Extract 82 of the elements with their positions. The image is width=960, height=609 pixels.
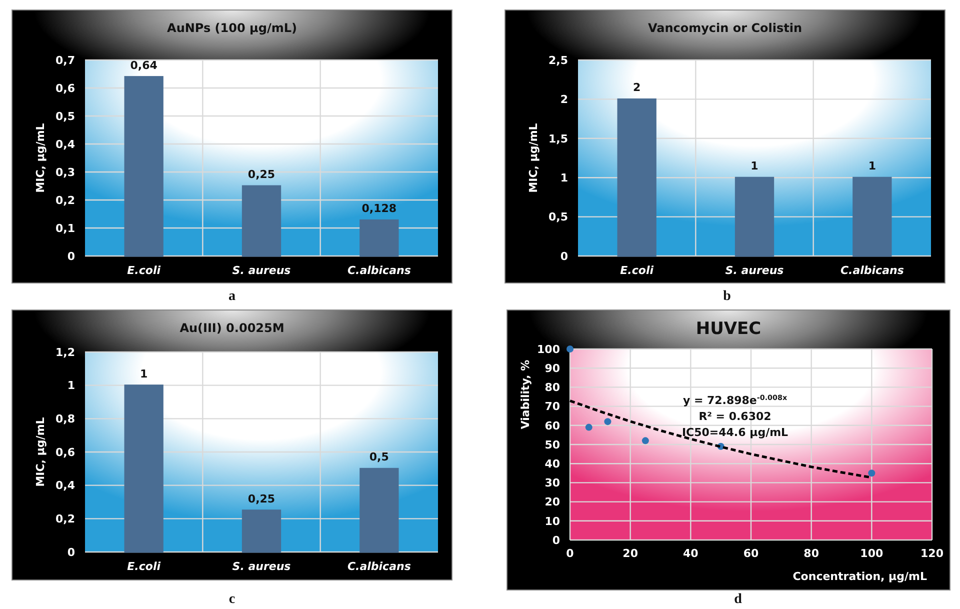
x-tick-label: E.coli: [620, 264, 654, 277]
y-tick-label: 1,2: [56, 346, 75, 359]
text: a: [228, 289, 236, 304]
y-tick-label: 80: [544, 381, 560, 394]
y-tick-label: 50: [544, 438, 560, 452]
x-tick-label: 60: [743, 547, 759, 560]
annotation: IC50=44.6 µg/mL: [682, 426, 788, 439]
x-tick-label: S. aureus: [232, 264, 292, 277]
y-axis-title: Viability, %: [519, 360, 532, 430]
y-tick-label: 0,4: [56, 479, 76, 492]
data-label: 2: [633, 81, 641, 94]
point: [604, 418, 612, 426]
y-tick-label: 30: [544, 476, 560, 490]
x-tick-label: C.albicans: [347, 264, 412, 277]
y-tick-label: 40: [544, 457, 560, 470]
data-label: 0,5: [369, 450, 389, 464]
chart-title: Au(III) 0.0025M: [180, 321, 284, 335]
x-tick-label: 120: [920, 547, 944, 560]
y-tick-label: 1,5: [548, 132, 568, 146]
bar: [124, 384, 164, 553]
x-tick-label: E.coli: [127, 560, 161, 573]
y-tick-label: 2,5: [548, 54, 568, 67]
y-tick-label: 100: [537, 342, 560, 356]
chart-title: HUVEC: [696, 319, 762, 339]
point: [566, 346, 574, 352]
y-tick-label: 0: [560, 250, 568, 263]
bar: [360, 468, 399, 553]
point: [868, 470, 876, 477]
data-label: 1: [750, 160, 758, 173]
y-tick-label: 10: [544, 514, 560, 528]
y-tick-label: 0: [67, 250, 76, 263]
y-tick-label: 0: [552, 534, 560, 547]
y-tick-label: 0,5: [548, 210, 568, 224]
bar: [360, 219, 399, 257]
y-tick-label: 1: [67, 379, 75, 392]
x-axis-title: Concentration, µg/mL: [792, 570, 927, 583]
chart-title: Vancomycin or Colistin: [648, 21, 802, 35]
y-axis-title: MIC, µg/mL: [34, 417, 47, 487]
bar: [124, 76, 164, 257]
data-label: 1: [140, 367, 148, 380]
text: d: [734, 592, 742, 607]
y-tick-label: 0,5: [56, 110, 75, 123]
y-tick-label: 20: [544, 496, 560, 509]
point: [642, 437, 649, 444]
data-label: 0,25: [248, 492, 276, 506]
x-tick-label: C.albicans: [347, 560, 412, 573]
y-tick-label: 0,4: [56, 138, 76, 151]
data-label: 0,64: [130, 58, 158, 72]
y-tick-label: 0,8: [56, 412, 75, 426]
x-tick-label: 20: [622, 547, 638, 560]
y-tick-label: 1: [560, 171, 568, 184]
text: b: [723, 289, 732, 304]
x-tick-label: S. aureus: [232, 560, 292, 573]
x-tick-label: E.coli: [127, 264, 161, 277]
annotation: R² = 0.6302: [698, 410, 772, 423]
y-tick-label: 2: [560, 93, 568, 106]
x-tick-label: 40: [683, 547, 699, 560]
y-axis-title: MIC, µg/mL: [527, 123, 540, 193]
bar: [242, 510, 282, 553]
text: c: [228, 592, 236, 607]
annotation: y = 72.898e$^{-0.008x}$: [682, 392, 788, 407]
y-tick-label: 0,7: [56, 54, 75, 67]
y-tick-label: 0,2: [56, 194, 75, 207]
x-tick-label: C.albicans: [840, 264, 904, 277]
y-axis-title: MIC, µg/mL: [34, 123, 47, 193]
y-tick-label: 60: [544, 419, 560, 432]
y-tick-label: 0,6: [56, 446, 76, 459]
y-tick-label: 0,1: [56, 222, 75, 235]
bar: [242, 185, 282, 257]
x-tick-label: S. aureus: [725, 264, 784, 277]
y-tick-label: 0,2: [56, 512, 75, 526]
y-tick-label: 0,3: [56, 166, 75, 179]
point: [585, 424, 592, 431]
x-tick-label: 80: [804, 547, 820, 560]
data-label: 1: [868, 160, 876, 173]
x-tick-label: 100: [860, 547, 884, 560]
y-tick-label: 0,6: [56, 82, 76, 95]
y-tick-label: 90: [544, 362, 560, 375]
data-label: 0,25: [248, 168, 276, 181]
data-label: 0,128: [362, 202, 397, 216]
y-tick-label: 70: [544, 400, 560, 414]
chart-title: AuNPs (100 µg/mL): [167, 21, 297, 35]
